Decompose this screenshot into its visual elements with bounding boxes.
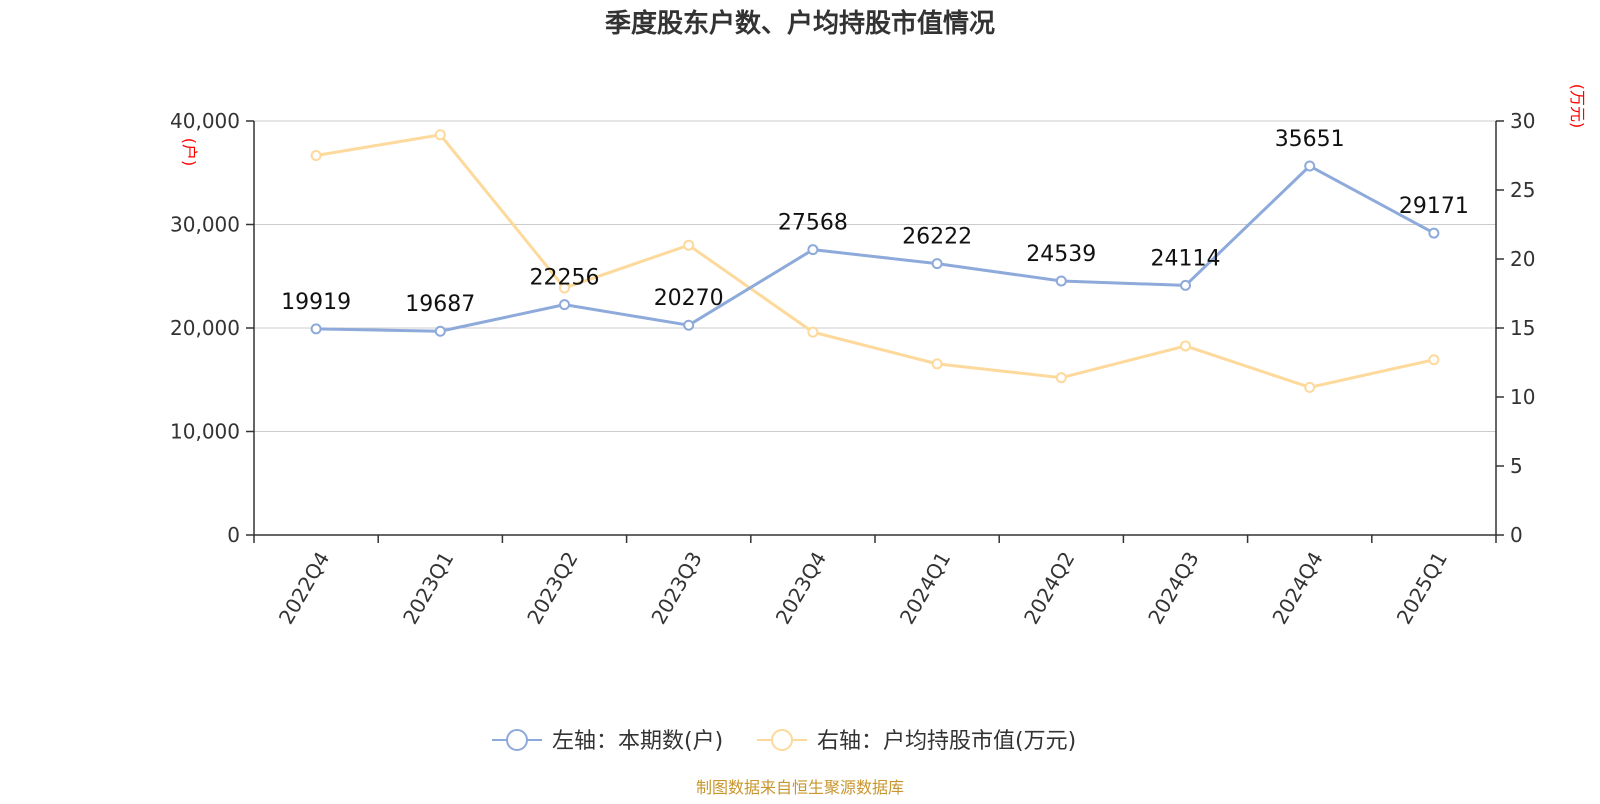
left-axis-tick-label: 0	[227, 523, 240, 547]
legend: 左轴：本期数(户) 右轴：户均持股市值(万元)	[492, 729, 1076, 754]
left-axis-tick-label: 20,000	[170, 316, 240, 340]
left-series-point	[559, 299, 570, 311]
axes: 0 10,000 20,000 30,000 40,000 0 5 10 15 20 25 30 202…	[170, 109, 1535, 628]
left-axis-unit: (户)	[180, 138, 199, 167]
data-label: 22256	[530, 266, 600, 291]
data-label: 19687	[405, 292, 475, 317]
right-axis-tick-label: 0	[1510, 523, 1523, 547]
left-series-line	[314, 164, 1436, 333]
right-series-line	[314, 133, 1436, 389]
legend-circle-icon	[771, 729, 793, 751]
right-axis-tick-label: 15	[1510, 316, 1535, 340]
x-axis-tick-label: 2022Q4	[274, 548, 334, 629]
data-label: 29171	[1399, 194, 1469, 219]
data-label: 26222	[902, 225, 972, 250]
x-axis-tick-label: 2023Q4	[771, 548, 831, 629]
right-series-point	[931, 358, 943, 370]
data-labels: 19919 19687 22256 20270 27568 26222 24539 24114…	[281, 127, 1469, 317]
data-label: 19919	[281, 290, 351, 315]
right-series-point	[434, 129, 446, 141]
x-axis-tick-label: 2023Q3	[646, 548, 706, 629]
left-series-point	[807, 244, 819, 256]
left-series-point	[1055, 275, 1067, 287]
right-series-point	[559, 282, 570, 294]
x-axis-tick-label: 2024Q1	[895, 548, 955, 629]
legend-item-right-series[interactable]: 右轴：户均持股市值(万元)	[757, 729, 1076, 754]
right-series-point	[1428, 354, 1440, 366]
data-label: 35651	[1275, 127, 1345, 152]
x-axis-tick-label: 2024Q3	[1143, 548, 1203, 629]
x-axis-tick-label: 2023Q2	[522, 548, 582, 629]
legend-circle-icon	[506, 729, 528, 751]
x-axis-tick-label: 2023Q1	[398, 548, 458, 629]
data-label: 20270	[654, 286, 724, 311]
left-series-point	[1180, 279, 1191, 291]
right-axis-tick-label: 20	[1510, 247, 1535, 271]
left-series-point	[434, 325, 446, 337]
x-axis-tick-label: 2025Q1	[1392, 548, 1452, 629]
source-note: 制图数据来自恒生聚源数据库	[696, 778, 904, 797]
right-series-point	[1180, 340, 1191, 352]
left-series-point	[931, 258, 943, 270]
right-axis-tick-label: 10	[1510, 385, 1535, 409]
right-series-point	[310, 150, 322, 161]
right-axis-tick-label: 5	[1510, 454, 1523, 478]
right-axis-unit: (万元)	[1568, 84, 1587, 129]
right-series-point	[1304, 381, 1316, 393]
x-axis-tick-label: 2024Q4	[1267, 548, 1327, 629]
data-label: 24539	[1026, 242, 1096, 267]
right-axis-tick-label: 30	[1510, 109, 1535, 133]
left-series-point	[1304, 160, 1316, 172]
legend-item-left-series[interactable]: 左轴：本期数(户)	[492, 729, 723, 754]
left-series-point	[683, 319, 695, 331]
left-series-point	[1428, 227, 1440, 239]
series-lines	[310, 129, 1440, 393]
right-series-point	[1055, 372, 1067, 384]
chart-title: 季度股东户数、户均持股市值情况	[605, 8, 995, 39]
data-label: 27568	[778, 211, 848, 236]
left-axis-tick-label: 10,000	[170, 420, 240, 444]
legend-label-left-series: 左轴：本期数(户)	[552, 729, 723, 754]
right-series-point	[807, 326, 819, 338]
right-series-point	[683, 239, 695, 251]
data-label: 24114	[1151, 246, 1221, 271]
left-series-point	[310, 323, 322, 335]
legend-label-right-series: 右轴：户均持股市值(万元)	[817, 729, 1076, 754]
left-axis-tick-label: 30,000	[170, 213, 240, 237]
right-axis-tick-label: 25	[1510, 178, 1535, 202]
x-axis-tick-label: 2024Q2	[1019, 548, 1079, 629]
left-axis-tick-label: 40,000	[170, 109, 240, 133]
